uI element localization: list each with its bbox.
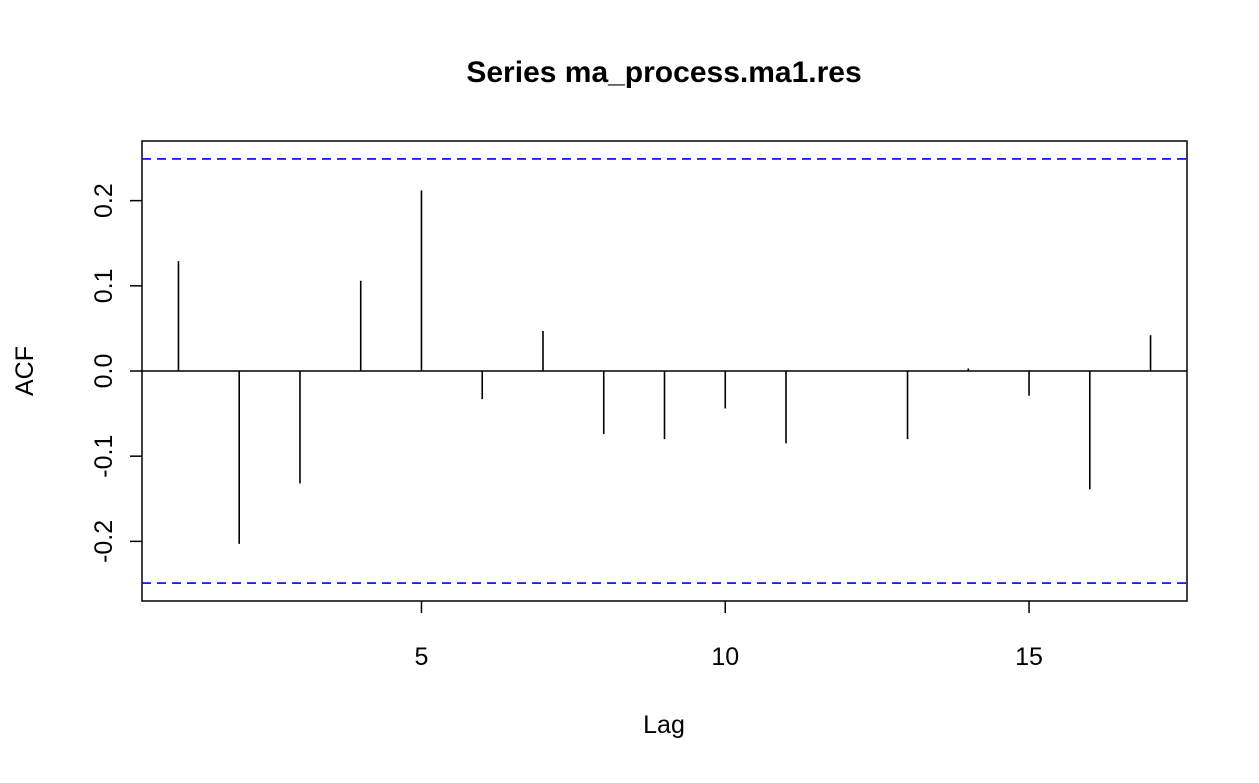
y-tick-label: 0.1 <box>90 268 118 303</box>
confidence-bounds <box>142 158 1187 584</box>
y-tick-label: -0.1 <box>90 435 118 478</box>
y-axis: -0.2 -0.1 0.0 0.1 0.2 <box>90 183 142 563</box>
y-tick-label: -0.2 <box>90 520 118 563</box>
x-axis-label: Lag <box>643 711 685 739</box>
x-tick-label: 5 <box>415 643 429 671</box>
x-axis: 5 10 15 <box>415 601 1043 671</box>
y-tick-label: 0.0 <box>90 354 118 389</box>
y-axis-label: ACF <box>11 346 39 396</box>
x-tick-label: 15 <box>1015 643 1043 671</box>
chart-title: Series ma_process.ma1.res <box>466 56 861 89</box>
x-tick-label: 10 <box>711 643 739 671</box>
y-tick-label: 0.2 <box>90 183 118 218</box>
acf-stems <box>177 190 1152 544</box>
